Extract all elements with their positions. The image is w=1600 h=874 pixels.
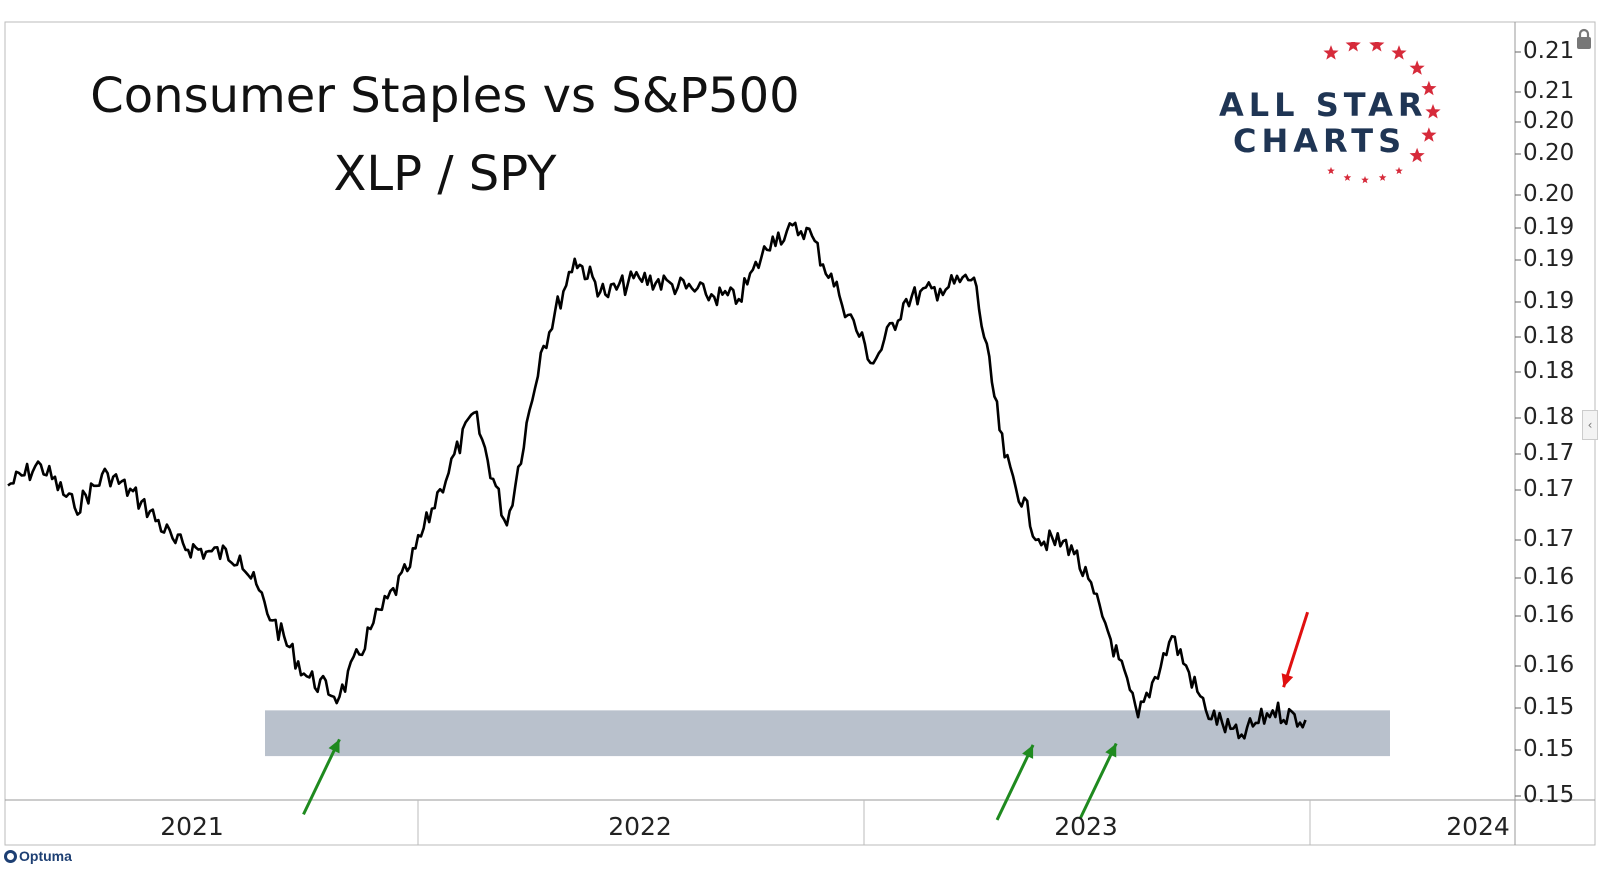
- optuma-brand-name: Optuma: [19, 848, 72, 864]
- logo-star: [1395, 166, 1403, 175]
- x-tick-marks: [417, 800, 1311, 845]
- series-line: [7, 221, 1307, 740]
- y-tick-label: 0.15: [1523, 736, 1575, 762]
- red-arrow: [1281, 611, 1310, 688]
- y-tick-label: 0.16: [1523, 652, 1575, 678]
- logo-line1: ALL STAR: [1219, 86, 1428, 124]
- lock-icon[interactable]: [1574, 28, 1594, 50]
- logo-star: [1391, 45, 1407, 60]
- chart-subtitle: XLP / SPY: [333, 146, 557, 202]
- all-star-charts-logo: ALL STAR CHARTS: [1205, 37, 1475, 192]
- x-tick-label: 2021: [160, 812, 224, 841]
- logo-star: [1327, 166, 1335, 175]
- green-arrow: [995, 744, 1035, 821]
- series-group: [7, 221, 1307, 740]
- y-tick-label: 0.19: [1523, 246, 1575, 272]
- logo-stars: [1323, 37, 1441, 184]
- y-tick-label: 0.21: [1523, 38, 1575, 64]
- y-tick-label: 0.19: [1523, 288, 1575, 314]
- logo-star: [1421, 80, 1437, 96]
- y-tick-label: 0.15: [1523, 694, 1575, 720]
- chart-title: Consumer Staples vs S&P500: [90, 68, 800, 124]
- y-tick-label: 0.16: [1523, 564, 1575, 590]
- y-tick-label: 0.20: [1523, 181, 1575, 207]
- logo-star: [1345, 37, 1361, 52]
- logo-star: [1421, 127, 1437, 142]
- y-tick-label: 0.21: [1523, 78, 1575, 104]
- y-tick-label: 0.15: [1523, 782, 1575, 808]
- y-tick-label: 0.17: [1523, 440, 1575, 466]
- y-tick-marks: [1515, 51, 1521, 797]
- green-arrow: [1078, 742, 1118, 820]
- optuma-logo-icon: [4, 849, 17, 863]
- x-tick-label: 2024: [1446, 812, 1510, 841]
- logo-star: [1425, 104, 1441, 119]
- y-tick-label: 0.19: [1523, 214, 1575, 240]
- y-tick-label: 0.18: [1523, 323, 1575, 349]
- y-tick-label: 0.20: [1523, 108, 1575, 134]
- y-tick-label: 0.16: [1523, 602, 1575, 628]
- logo-star: [1409, 60, 1425, 75]
- y-tick-label: 0.18: [1523, 358, 1575, 384]
- collapse-panel-icon[interactable]: ‹: [1582, 410, 1598, 440]
- y-tick-label: 0.20: [1523, 140, 1575, 166]
- logo-star: [1323, 45, 1339, 60]
- green-arrow: [302, 738, 341, 815]
- x-tick-label: 2022: [608, 812, 672, 841]
- logo-line2: CHARTS: [1233, 122, 1407, 160]
- y-tick-label: 0.18: [1523, 404, 1575, 430]
- logo-star: [1343, 173, 1352, 181]
- support-zone-group: [265, 710, 1390, 757]
- x-tick-label: 2023: [1054, 812, 1118, 841]
- logo-star: [1361, 176, 1369, 184]
- logo-star: [1409, 147, 1425, 163]
- y-tick-label: 0.17: [1523, 526, 1575, 552]
- logo-star: [1369, 37, 1385, 52]
- arrows-group: [302, 611, 1310, 821]
- support-zone: [265, 710, 1390, 757]
- logo-star: [1378, 173, 1387, 181]
- y-tick-label: 0.17: [1523, 476, 1575, 502]
- optuma-brand: Optuma: [4, 848, 72, 864]
